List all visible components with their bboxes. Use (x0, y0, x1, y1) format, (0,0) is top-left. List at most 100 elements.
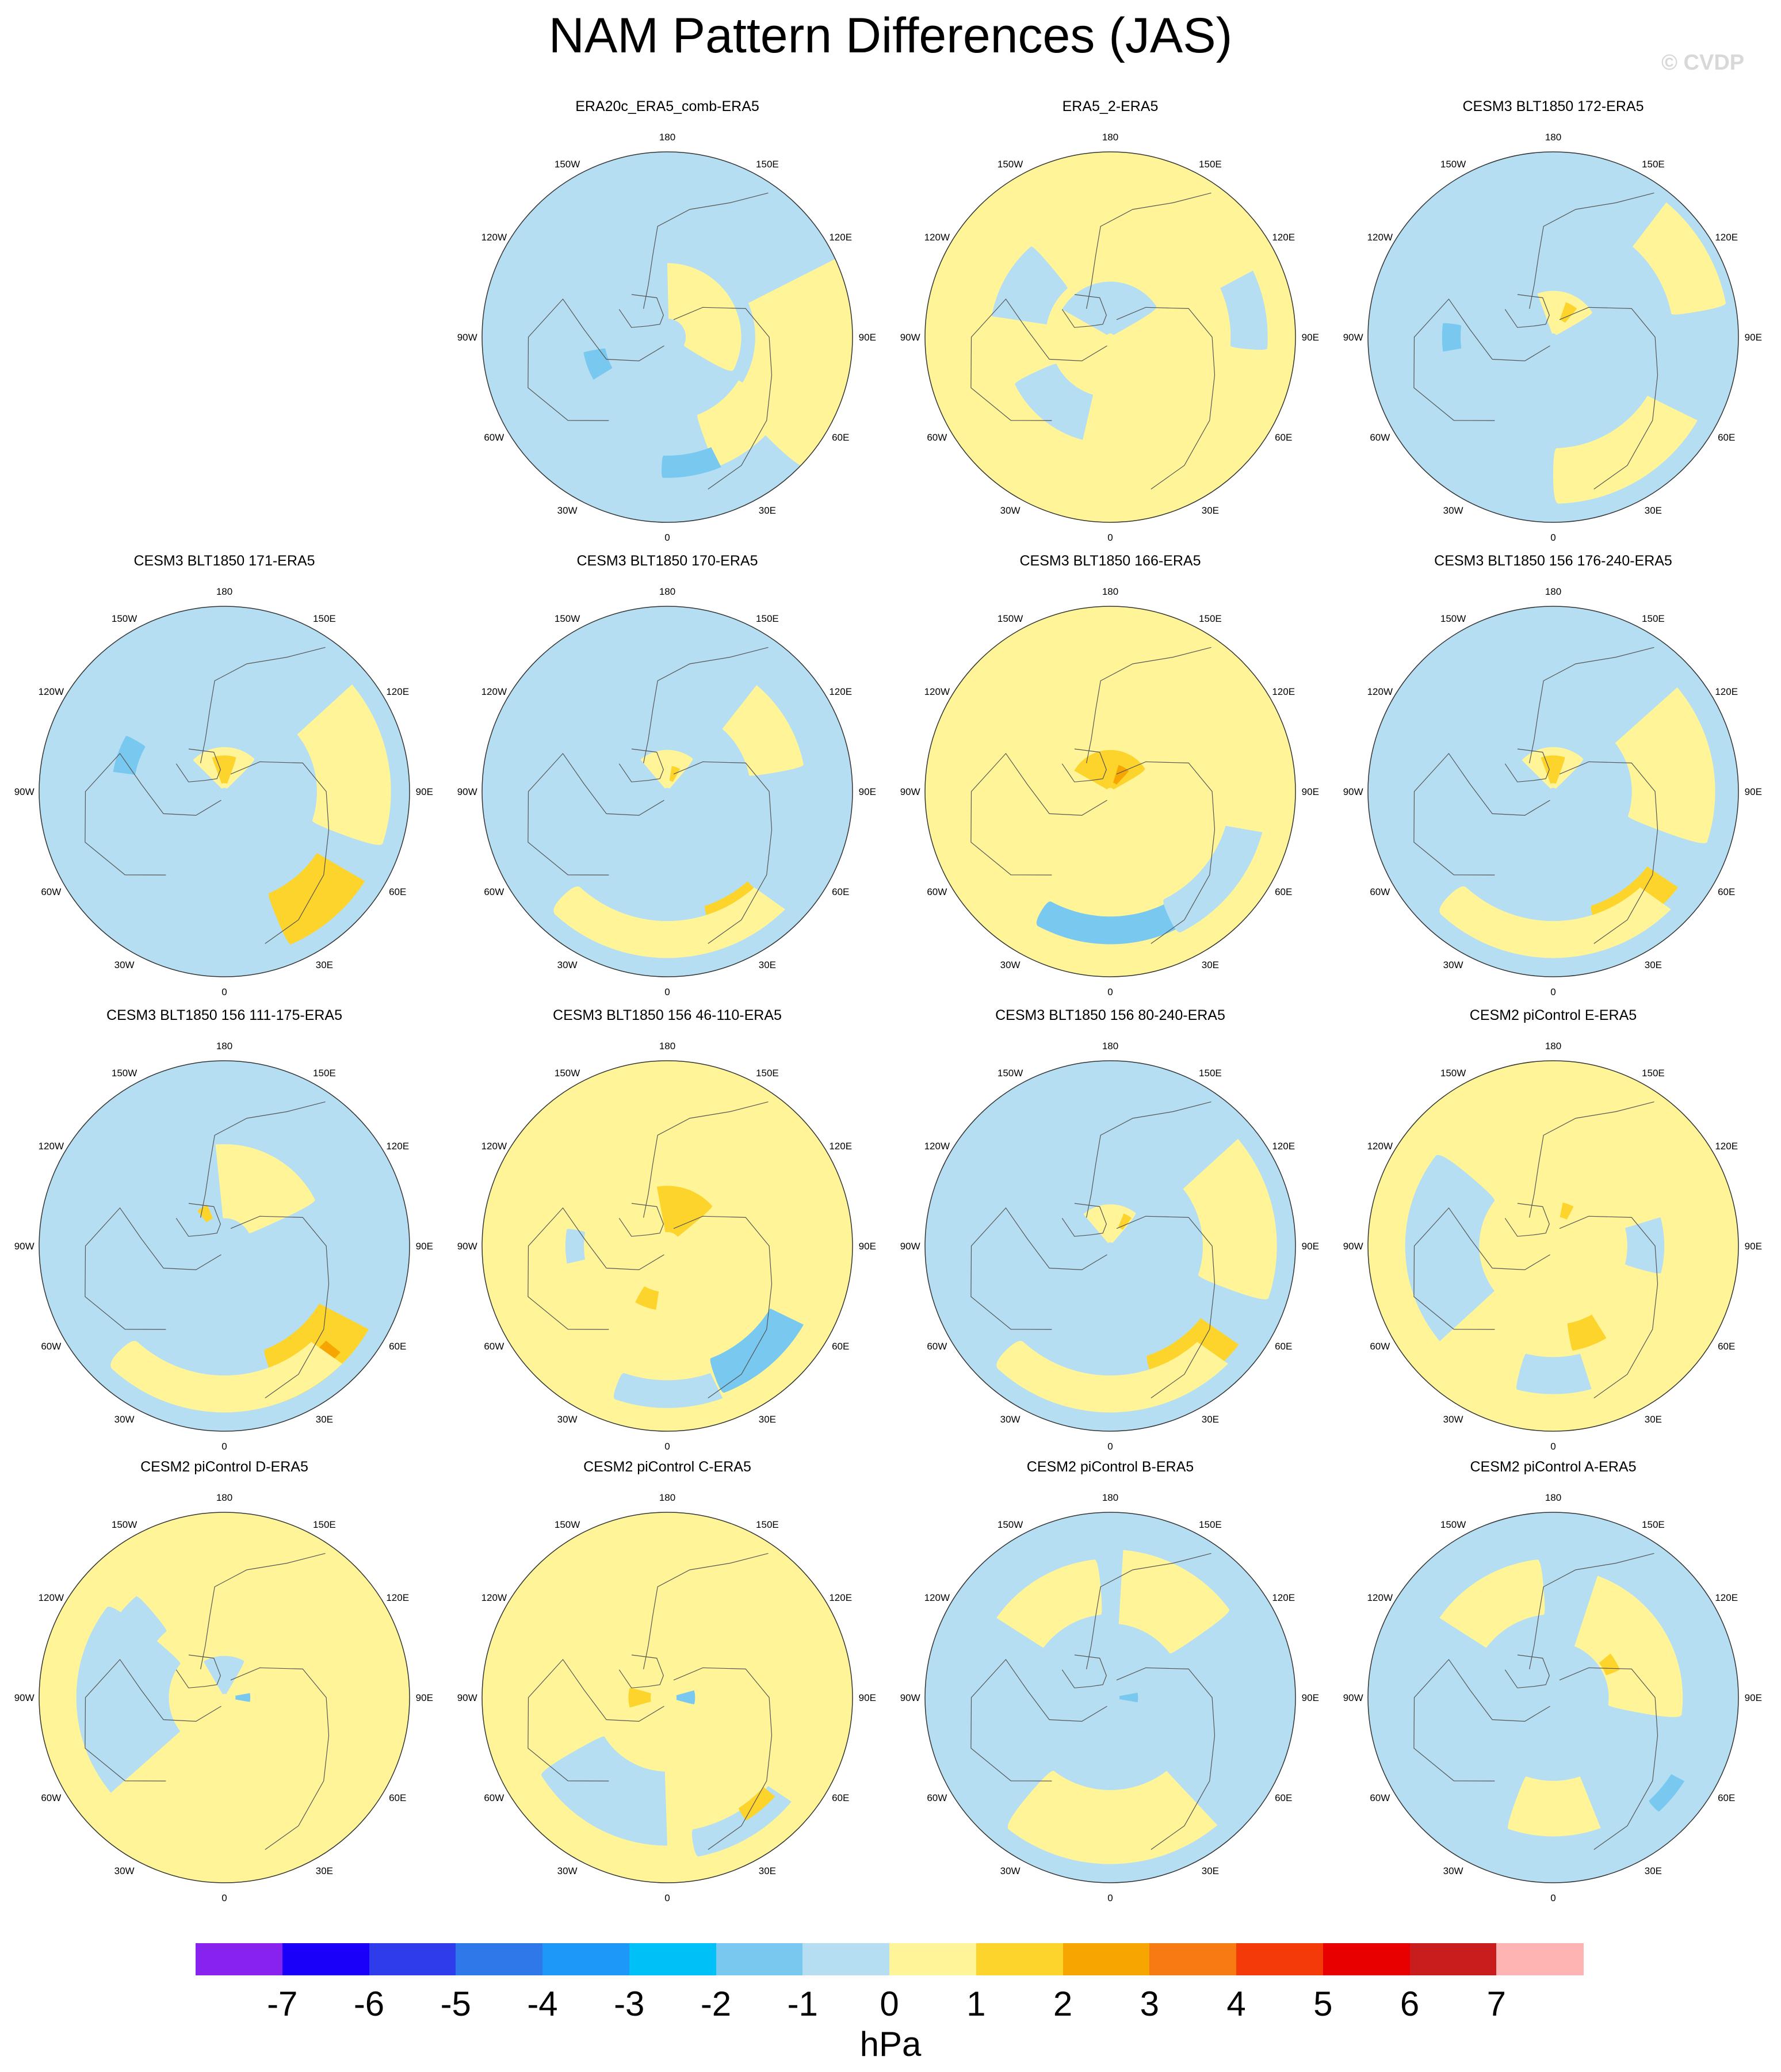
anomaly-region (1553, 396, 1698, 504)
map-background-field (482, 606, 853, 977)
anomaly-region (614, 1373, 723, 1408)
longitude-label: 90E (859, 332, 876, 343)
coastline (643, 192, 769, 309)
coastline (618, 748, 664, 782)
longitude-label: 150W (112, 613, 137, 624)
longitude-label: 0 (1550, 532, 1555, 543)
anomaly-region (1118, 1213, 1132, 1230)
map-panel: CESM2 piControl E-ERA5 180 150E 120E 90E 60E 3… (1335, 1007, 1772, 1461)
longitude-label: 90E (1745, 786, 1762, 797)
coastline (1116, 1667, 1216, 1850)
anomaly-region (203, 1656, 244, 1695)
longitude-label: 60E (1275, 1341, 1292, 1352)
longitude-label: 180 (1545, 586, 1561, 597)
map-panel: CESM3 BLT1850 156 80-240-ERA5 180 150E 120E… (892, 1007, 1329, 1461)
longitude-label: 120W (1367, 686, 1393, 697)
longitude-label: 60W (927, 1341, 947, 1352)
coastline (1504, 1654, 1550, 1688)
panel-title: CESM2 piControl B-ERA5 (1026, 1459, 1194, 1475)
longitude-label: 120W (481, 686, 507, 697)
longitude-label: 120E (829, 1592, 852, 1603)
longitude-label: 120W (924, 1592, 950, 1603)
longitude-label: 180 (216, 586, 232, 597)
polar-map: 180 150E 120E 90E 60E 30E 0 30W 60W 90W 120W 150W (14, 586, 433, 997)
colorbar-swatch (369, 1943, 456, 1975)
longitude-label: 30W (1000, 1865, 1021, 1876)
map-boundary (1367, 1512, 1739, 1883)
coastline (200, 1101, 326, 1218)
longitude-label: 180 (1102, 132, 1118, 143)
anomaly-region (697, 380, 788, 467)
colorbar-swatch (1323, 1943, 1410, 1975)
colorbar-swatch (889, 1943, 977, 1975)
longitude-label: 90E (859, 786, 876, 797)
map-background-field (39, 1061, 410, 1431)
longitude-label: 0 (664, 1441, 670, 1452)
coastline (1504, 748, 1550, 782)
colorbar (196, 1943, 1584, 1975)
longitude-label: 150E (1199, 159, 1222, 170)
colorbar-swatch (802, 1943, 890, 1975)
longitude-label: 60E (832, 432, 849, 443)
longitude-label: 30E (316, 959, 333, 970)
anomaly-region (1516, 1354, 1592, 1394)
longitude-label: 60W (484, 886, 504, 897)
longitude-label: 120W (1367, 1141, 1393, 1152)
coastline (673, 761, 773, 944)
longitude-label: 120W (481, 1141, 507, 1152)
coastline (1559, 1667, 1658, 1850)
longitude-label: 30W (1000, 959, 1021, 970)
longitude-label: 90E (1745, 1241, 1762, 1252)
longitude-label: 60W (484, 1792, 504, 1803)
coastline (1061, 294, 1107, 328)
longitude-label: 150E (313, 613, 336, 624)
longitude-label: 60E (832, 1341, 849, 1352)
longitude-label: 30E (1645, 1414, 1662, 1425)
longitude-label: 0 (221, 1441, 227, 1452)
longitude-label: 180 (659, 132, 675, 143)
panel-title: CESM2 piControl A-ERA5 (1470, 1459, 1637, 1475)
longitude-label: 150W (997, 1519, 1023, 1530)
longitude-label: 0 (1107, 532, 1113, 543)
longitude-label: 30W (557, 959, 578, 970)
longitude-label: 150E (313, 1068, 336, 1079)
anomaly-region (667, 263, 742, 371)
anomaly-region (991, 246, 1068, 324)
cvdp-watermark: © CVDP (1661, 51, 1745, 75)
coastline (643, 647, 769, 763)
longitude-label: 150W (555, 1068, 580, 1079)
polar-map: 180 150E 120E 90E 60E 30E 0 30W 60W 90W 120W 150W (14, 1492, 433, 1903)
coastline (673, 307, 773, 490)
longitude-label: 120E (386, 1141, 409, 1152)
longitude-label: 150E (1199, 1519, 1222, 1530)
panel-title: CESM3 BLT1850 156 176-240-ERA5 (1434, 553, 1672, 569)
map-boundary (39, 1060, 410, 1432)
polar-map: 180 150E 120E 90E 60E 30E 0 30W 60W 90W 120W 150W (457, 1492, 876, 1903)
coastline (175, 1203, 221, 1237)
longitude-label: 0 (1107, 987, 1113, 997)
colorbar-tick-label: -4 (527, 1985, 558, 2023)
longitude-label: 90W (14, 786, 35, 797)
anomaly-region (1015, 364, 1094, 440)
longitude-label: 150E (1199, 613, 1222, 624)
longitude-label: 30W (1000, 505, 1021, 516)
polar-map: 180 150E 120E 90E 60E 30E 0 30W 60W 90W 120W 150W (457, 1041, 876, 1452)
map-boundary (924, 1512, 1296, 1883)
map-background-field (1368, 1512, 1738, 1883)
longitude-label: 60E (1718, 1792, 1735, 1803)
longitude-label: 120E (1715, 232, 1738, 243)
colorbar-tick-label: -5 (440, 1985, 471, 2023)
coastline (1559, 761, 1658, 944)
colorbar-tick-label: 2 (1053, 1985, 1073, 2023)
longitude-label: 90W (1343, 332, 1363, 343)
longitude-label: 60E (1275, 432, 1292, 443)
anomaly-region (662, 447, 721, 478)
polar-map: 180 150E 120E 90E 60E 30E 0 30W 60W 90W 120W 150W (1343, 1492, 1762, 1903)
map-boundary (481, 1512, 853, 1883)
longitude-label: 180 (659, 1041, 675, 1052)
polar-map: 180 150E 120E 90E 60E 30E 0 30W 60W 90W 120W 150W (1343, 1041, 1762, 1452)
longitude-label: 30E (1645, 505, 1662, 516)
coastline (1559, 1215, 1658, 1398)
coastline (200, 647, 326, 763)
map-boundary (924, 151, 1296, 523)
